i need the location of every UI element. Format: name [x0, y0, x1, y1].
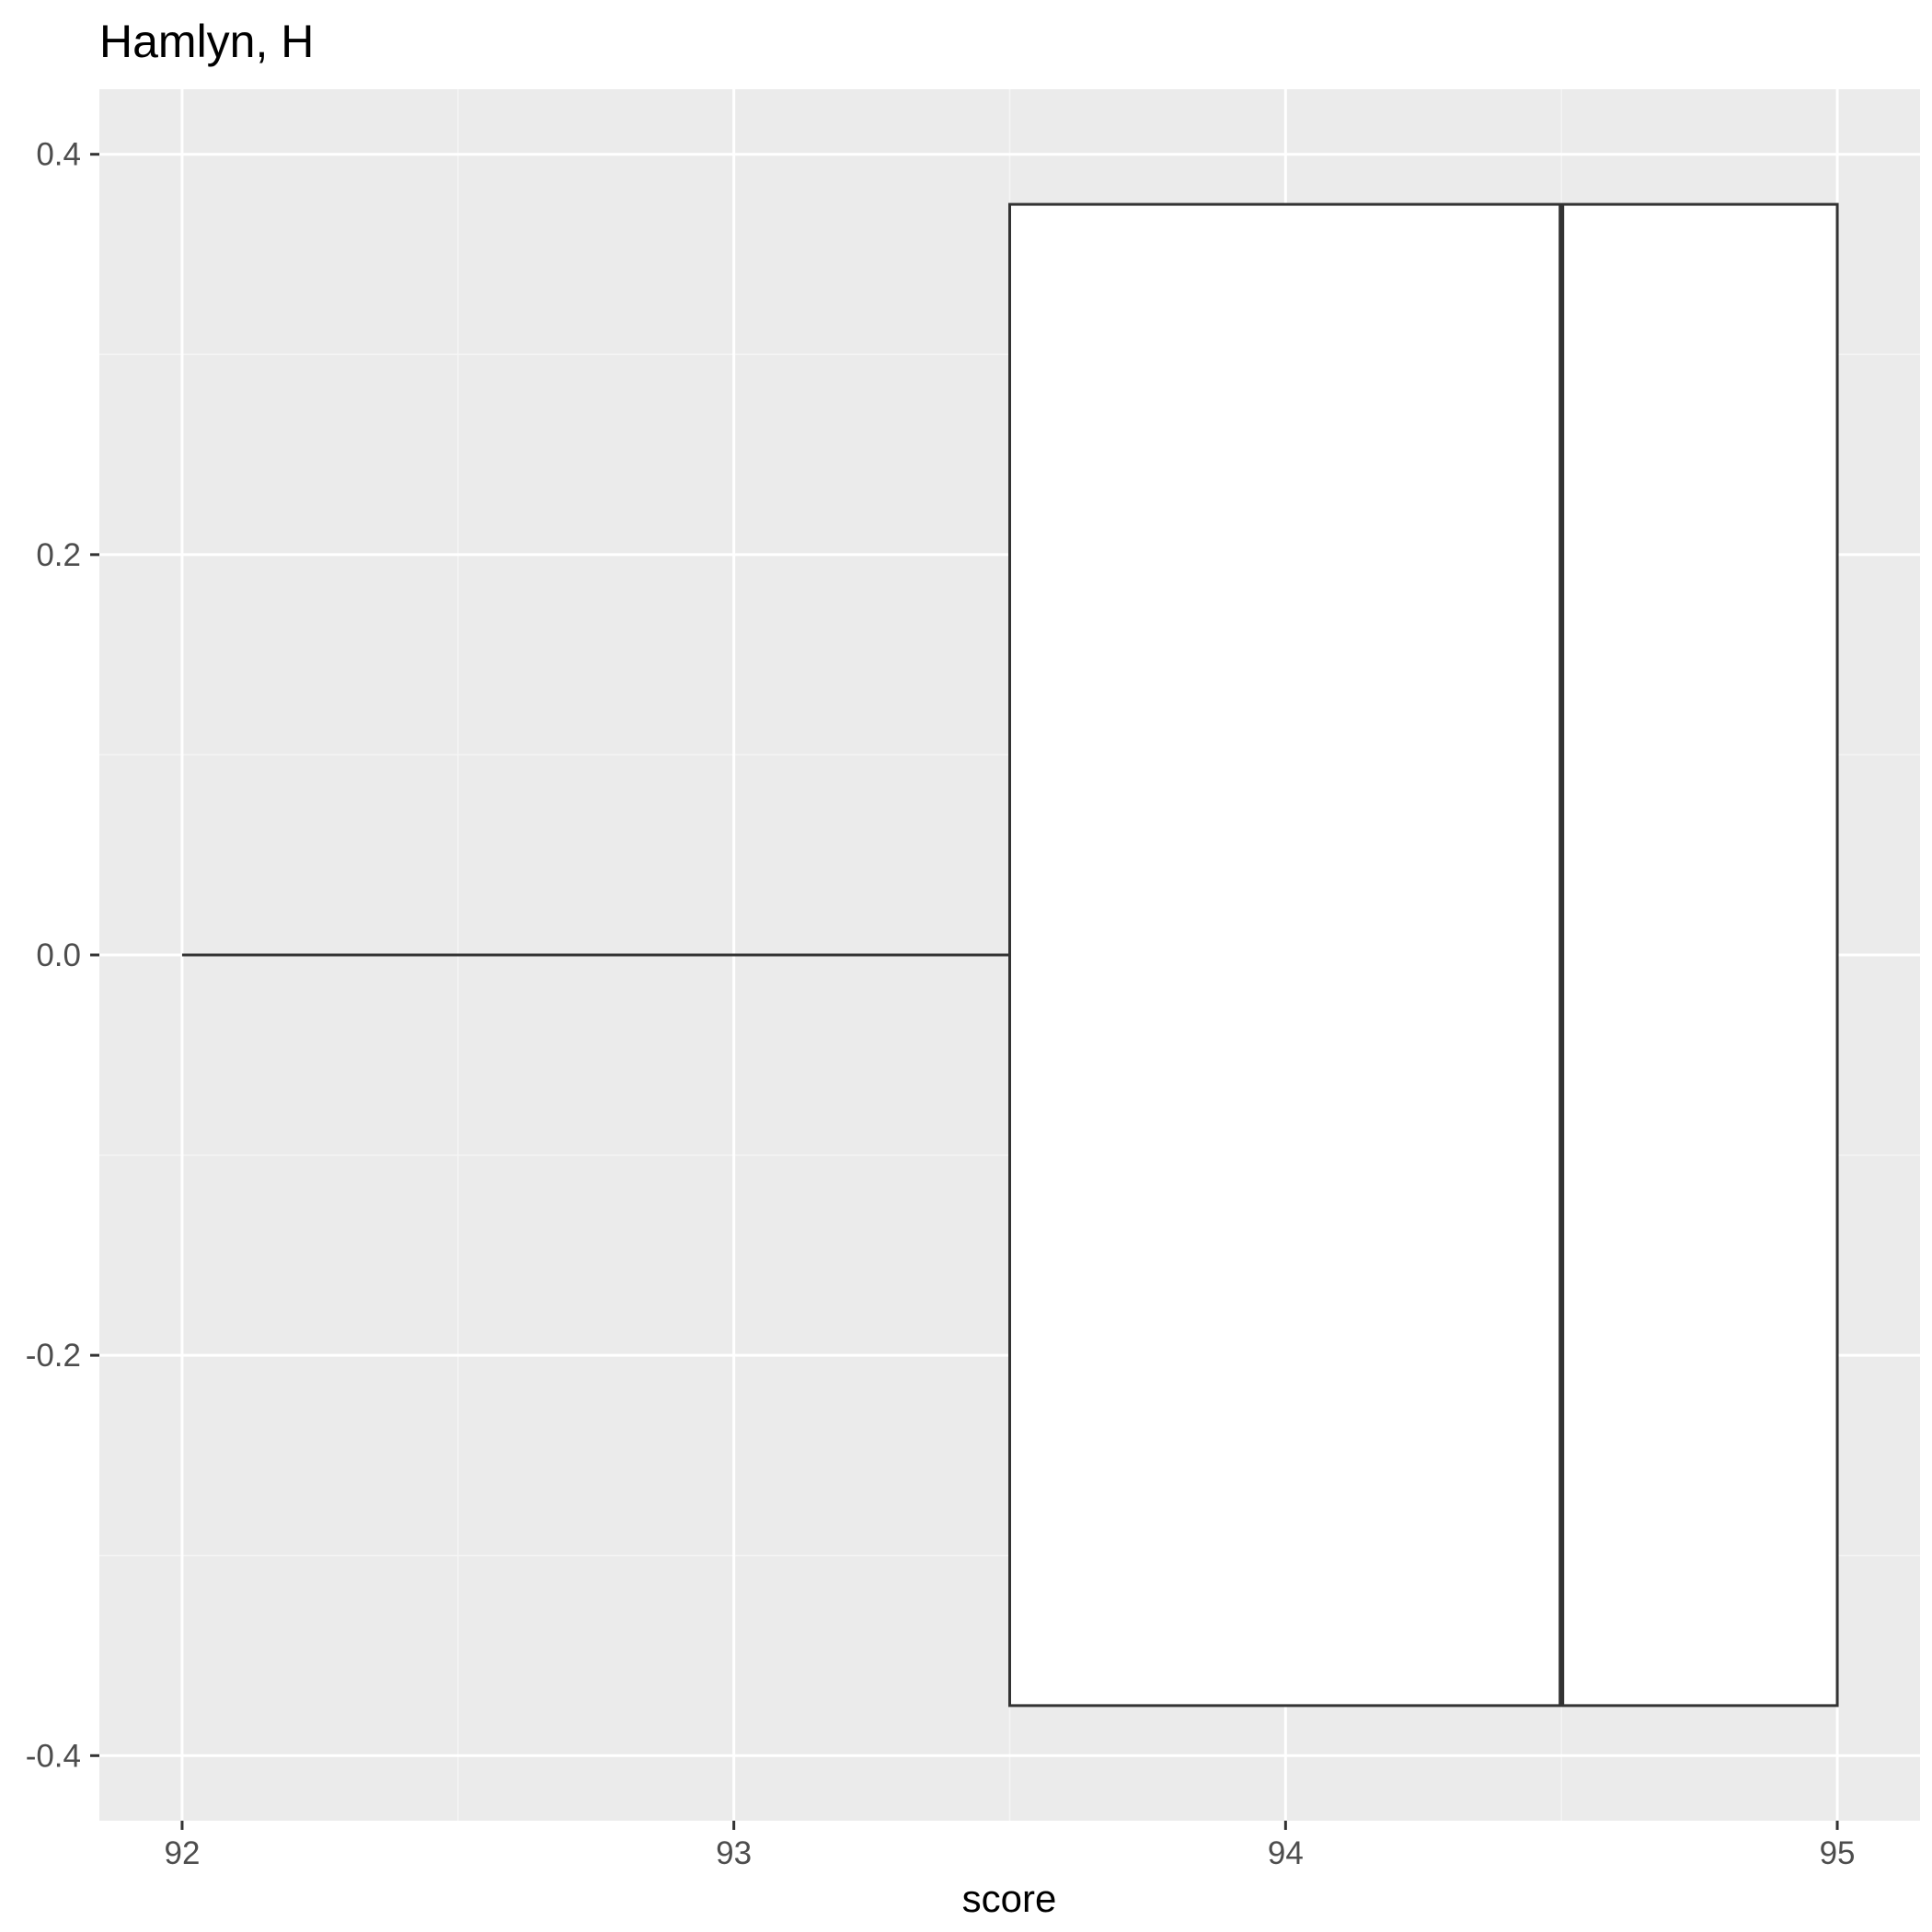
y-tick-label: -0.4 [26, 1738, 81, 1774]
y-tick-label: 0.0 [36, 937, 81, 973]
boxplot-marks [181, 202, 1839, 1708]
iqr-box [1008, 202, 1839, 1708]
chart-title: Hamlyn, H [99, 16, 314, 67]
x-axis: 92 93 94 95 [164, 1821, 1856, 1871]
x-tick-label: 93 [716, 1835, 752, 1871]
y-tick-label: 0.4 [36, 137, 81, 173]
x-axis-title: score [962, 1877, 1057, 1920]
y-tick-label: -0.2 [26, 1338, 81, 1374]
x-tick-label: 94 [1268, 1835, 1304, 1871]
x-tick-label: 92 [164, 1835, 200, 1871]
y-axis: 0.4 0.2 0.0 -0.2 -0.4 [26, 137, 99, 1774]
x-tick-label: 95 [1820, 1835, 1856, 1871]
y-tick-label: 0.2 [36, 537, 81, 573]
